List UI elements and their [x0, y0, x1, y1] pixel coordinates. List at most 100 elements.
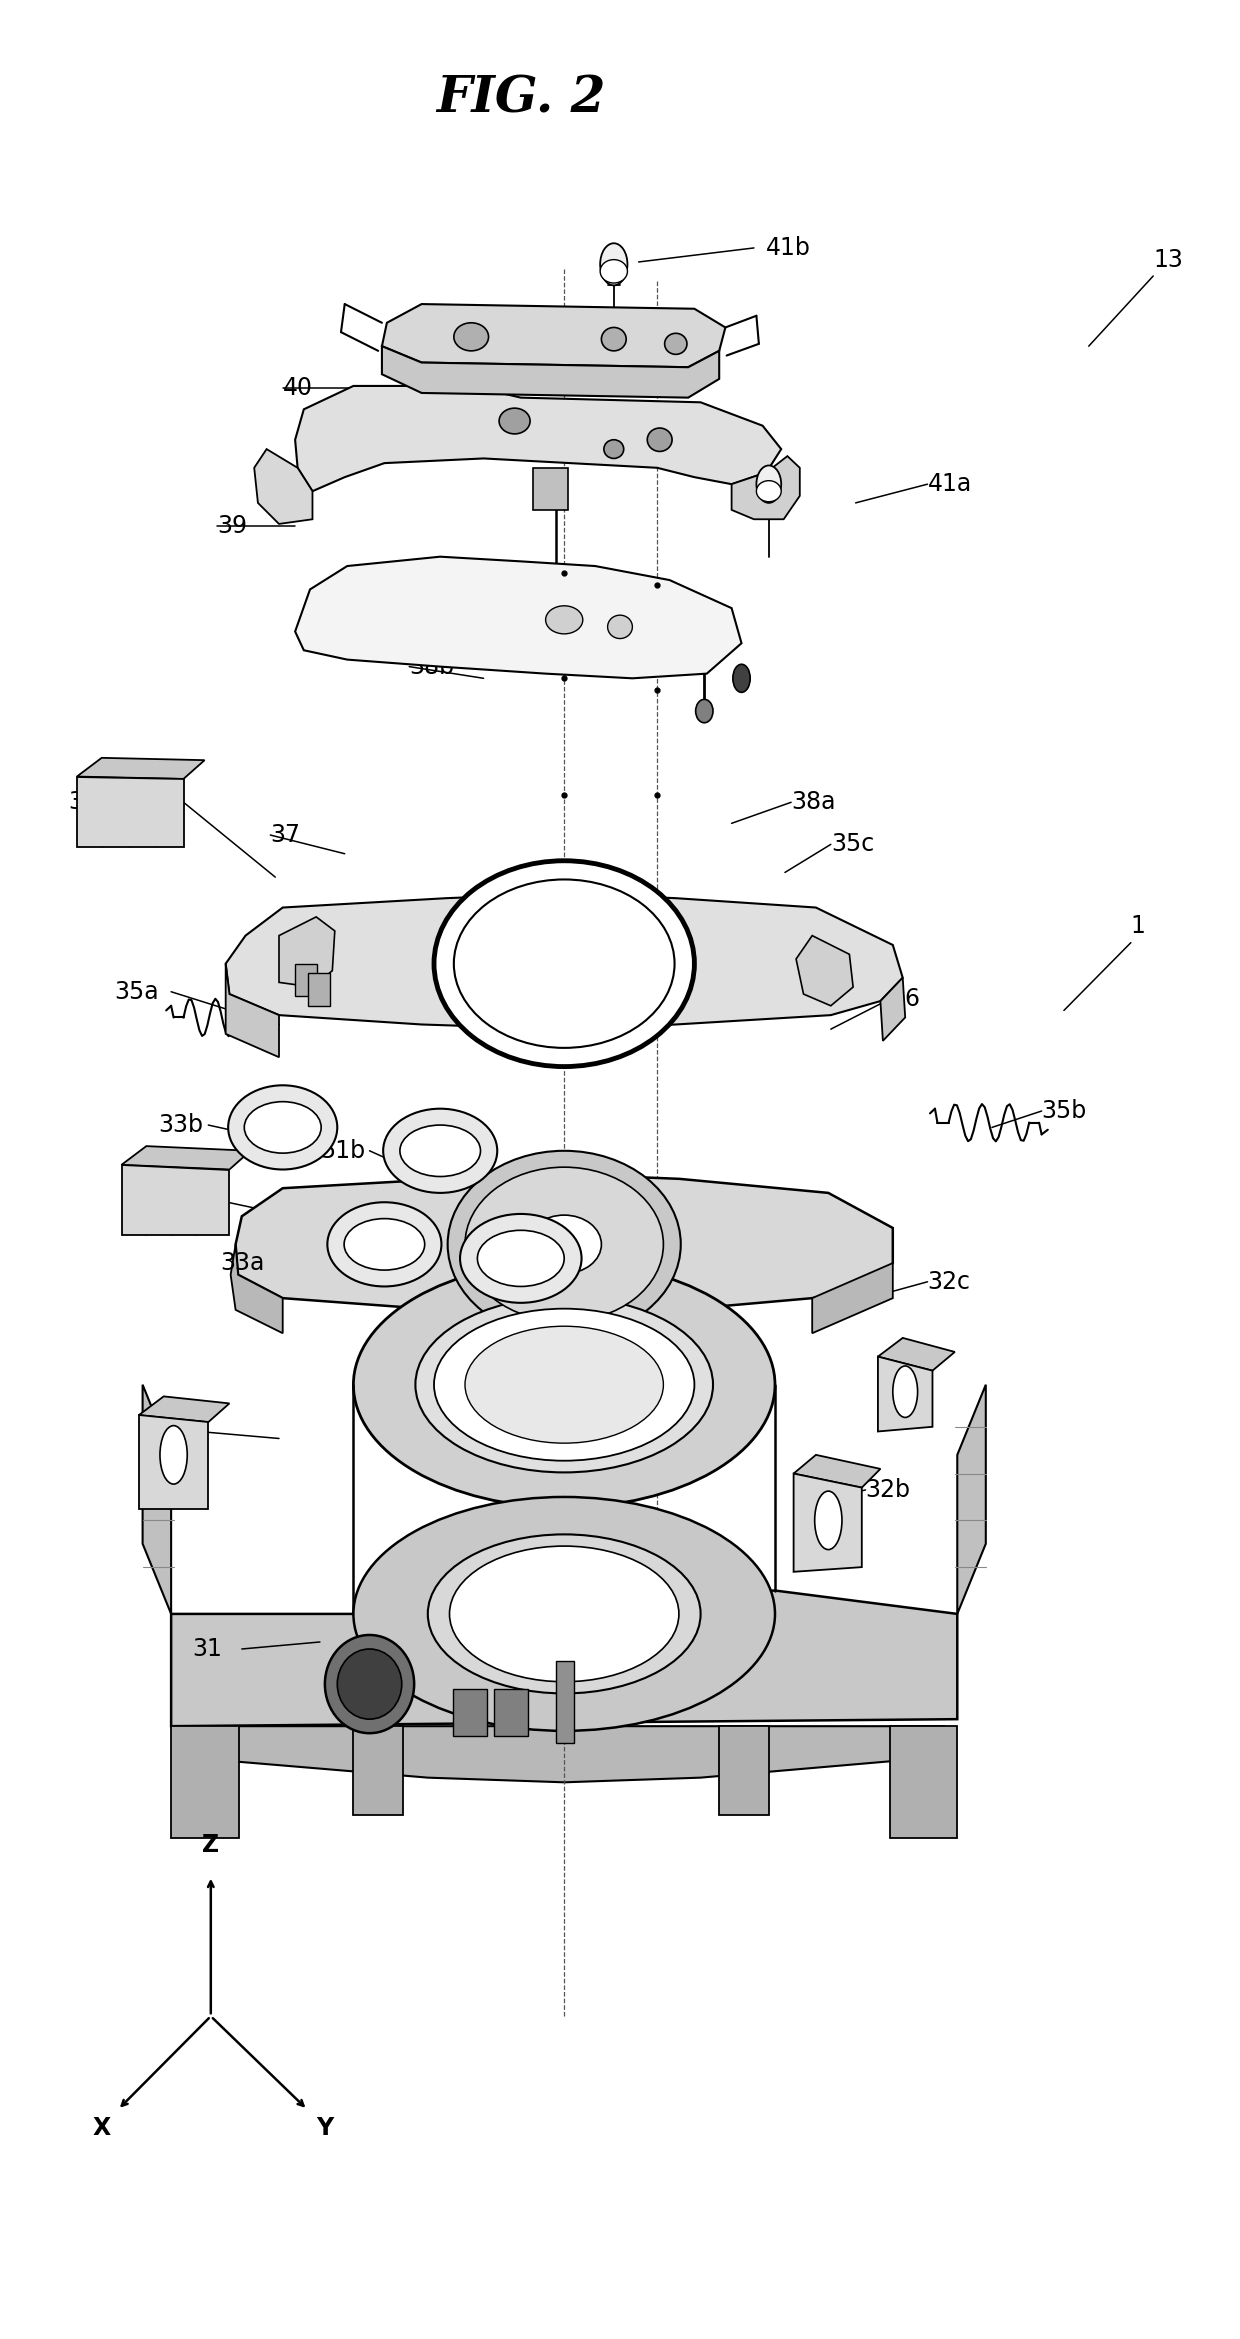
Ellipse shape — [477, 1230, 564, 1286]
Ellipse shape — [647, 428, 672, 451]
Ellipse shape — [434, 861, 694, 1067]
Polygon shape — [794, 1455, 880, 1488]
Text: Y: Y — [316, 2117, 334, 2140]
Polygon shape — [77, 758, 205, 779]
Text: 41b: 41b — [766, 236, 811, 260]
Ellipse shape — [434, 1310, 694, 1460]
Ellipse shape — [415, 1296, 713, 1474]
Text: 38b: 38b — [409, 655, 454, 678]
Ellipse shape — [893, 1366, 918, 1417]
Text: Z: Z — [202, 1834, 219, 1857]
Ellipse shape — [665, 334, 687, 356]
Text: 35b: 35b — [1042, 1099, 1086, 1123]
Polygon shape — [880, 978, 905, 1041]
Polygon shape — [957, 1385, 986, 1614]
FancyBboxPatch shape — [890, 1726, 957, 1838]
Text: 34a: 34a — [134, 1181, 179, 1205]
Polygon shape — [796, 936, 853, 1006]
Text: 33a: 33a — [221, 1251, 265, 1275]
Polygon shape — [382, 304, 725, 367]
Polygon shape — [122, 1146, 250, 1170]
Ellipse shape — [600, 260, 627, 283]
Text: 32c: 32c — [928, 1270, 971, 1293]
Ellipse shape — [337, 1649, 402, 1719]
Ellipse shape — [756, 465, 781, 503]
FancyBboxPatch shape — [556, 1661, 574, 1743]
Text: 35c: 35c — [831, 833, 874, 856]
Ellipse shape — [454, 323, 489, 351]
Ellipse shape — [546, 606, 583, 634]
Ellipse shape — [353, 1263, 775, 1509]
Text: FIG. 2: FIG. 2 — [436, 75, 605, 124]
Ellipse shape — [527, 1216, 601, 1272]
Ellipse shape — [733, 664, 750, 692]
Text: 32b: 32b — [866, 1478, 910, 1502]
Ellipse shape — [353, 1497, 775, 1731]
Text: 38a: 38a — [791, 791, 836, 814]
Ellipse shape — [608, 615, 632, 639]
Text: 1: 1 — [1131, 915, 1146, 938]
Ellipse shape — [460, 1214, 582, 1303]
FancyBboxPatch shape — [353, 1726, 403, 1815]
Polygon shape — [77, 777, 184, 847]
Polygon shape — [295, 386, 781, 491]
FancyBboxPatch shape — [453, 1689, 487, 1736]
Text: 33b: 33b — [159, 1113, 203, 1137]
Ellipse shape — [228, 1085, 337, 1170]
Text: 36: 36 — [890, 987, 920, 1010]
FancyBboxPatch shape — [719, 1726, 769, 1815]
Ellipse shape — [428, 1534, 701, 1693]
Text: X: X — [93, 2117, 110, 2140]
Ellipse shape — [600, 243, 627, 285]
Polygon shape — [732, 456, 800, 519]
Ellipse shape — [343, 1219, 424, 1270]
Ellipse shape — [160, 1427, 187, 1483]
Ellipse shape — [815, 1492, 842, 1551]
Polygon shape — [226, 964, 279, 1057]
Polygon shape — [171, 1591, 957, 1726]
Polygon shape — [382, 346, 719, 398]
Polygon shape — [236, 1174, 893, 1315]
Ellipse shape — [244, 1102, 321, 1153]
Ellipse shape — [327, 1202, 441, 1286]
Text: 51a: 51a — [469, 1205, 513, 1228]
FancyBboxPatch shape — [494, 1689, 528, 1736]
Text: 40: 40 — [283, 377, 312, 400]
Ellipse shape — [696, 699, 713, 723]
Polygon shape — [878, 1338, 955, 1371]
Ellipse shape — [465, 1167, 663, 1322]
FancyBboxPatch shape — [308, 973, 330, 1006]
Ellipse shape — [756, 482, 781, 503]
Ellipse shape — [604, 440, 624, 458]
Polygon shape — [143, 1385, 171, 1614]
Polygon shape — [812, 1263, 893, 1333]
Ellipse shape — [465, 1326, 663, 1443]
Text: 31: 31 — [192, 1637, 222, 1661]
Text: 32a: 32a — [149, 1420, 193, 1443]
Text: 37: 37 — [270, 823, 300, 847]
Ellipse shape — [454, 879, 675, 1048]
Polygon shape — [878, 1357, 932, 1431]
Polygon shape — [231, 1244, 283, 1333]
FancyBboxPatch shape — [171, 1726, 239, 1838]
Polygon shape — [279, 917, 335, 987]
Ellipse shape — [383, 1109, 497, 1193]
Ellipse shape — [448, 1151, 681, 1338]
Polygon shape — [794, 1474, 862, 1572]
Ellipse shape — [325, 1635, 414, 1733]
Text: 51b: 51b — [320, 1139, 365, 1162]
Ellipse shape — [399, 1125, 481, 1177]
Ellipse shape — [498, 409, 531, 435]
Polygon shape — [139, 1396, 229, 1422]
Ellipse shape — [601, 327, 626, 351]
Polygon shape — [226, 893, 903, 1029]
Text: 39: 39 — [217, 515, 247, 538]
Text: 41a: 41a — [928, 472, 972, 496]
Polygon shape — [122, 1165, 229, 1235]
Polygon shape — [295, 557, 742, 678]
Text: 13: 13 — [1153, 248, 1183, 271]
Text: 35a: 35a — [114, 980, 159, 1003]
Polygon shape — [139, 1415, 208, 1509]
Polygon shape — [180, 1726, 945, 1782]
Ellipse shape — [450, 1546, 680, 1682]
